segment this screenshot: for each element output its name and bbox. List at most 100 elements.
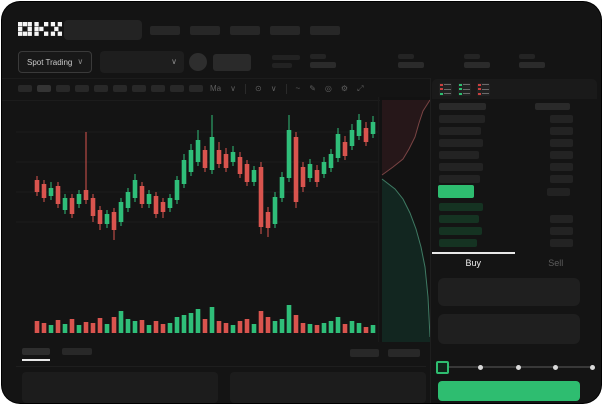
timeframe-slot[interactable] (94, 85, 108, 92)
ask-price-bar (439, 127, 481, 135)
timeframe-slot[interactable] (132, 85, 146, 92)
bottom-chip-1[interactable] (350, 349, 379, 357)
stat-value (310, 62, 336, 68)
nav-item[interactable] (310, 26, 340, 35)
divider (285, 83, 287, 94)
ask-price-bar (439, 151, 479, 159)
ask-price-bar (439, 115, 485, 123)
orderbook-header-right (535, 103, 570, 110)
orderbook-ask-row[interactable] (439, 151, 573, 159)
depth-chart[interactable] (380, 97, 431, 342)
bid-size-bar (550, 215, 573, 223)
nav-item[interactable] (270, 26, 300, 35)
camera-icon[interactable]: ◎ (324, 84, 332, 93)
market-type-label: Spot Trading (27, 57, 73, 67)
bid-price-bar (439, 227, 482, 235)
divider (430, 78, 431, 403)
amount-field[interactable] (438, 314, 580, 344)
orderbook-ask-row[interactable] (439, 139, 573, 147)
ask-size-bar (550, 151, 573, 159)
stat-label (310, 54, 326, 59)
timeframe-slot[interactable] (18, 85, 32, 92)
bottom-tab-2[interactable] (62, 348, 92, 355)
chevron-down-icon: ∨ (171, 57, 177, 66)
ask-price-bar (439, 175, 480, 183)
ask-size-bar (550, 163, 573, 171)
orderbook-toolbar (432, 79, 597, 99)
divider (378, 97, 379, 342)
orderbook-header-left (439, 103, 486, 110)
timeframe-slot[interactable] (170, 85, 184, 92)
avatar[interactable] (189, 53, 207, 71)
line-style-icon[interactable]: ~ (295, 84, 301, 93)
orderbook-bid-row[interactable] (439, 239, 573, 247)
ask-size-bar (550, 115, 573, 123)
header-action-button[interactable] (213, 54, 251, 71)
draw-pencil-icon[interactable]: ✎ (309, 84, 316, 93)
timeframe-slot[interactable] (75, 85, 89, 92)
tab-buy[interactable]: Buy (432, 252, 515, 272)
ask-price-bar (439, 139, 483, 147)
bid-price-bar (439, 203, 483, 211)
volume-chart (16, 295, 378, 337)
timeframe-slot[interactable] (151, 85, 165, 92)
orderbook-both-icon[interactable] (439, 82, 452, 96)
price-field[interactable] (438, 278, 580, 306)
orderbook-ask-row[interactable] (439, 115, 573, 123)
bid-size-bar (550, 227, 573, 235)
ask-size-bar (550, 139, 573, 147)
candlestick-chart[interactable] (16, 97, 378, 293)
nav-item[interactable] (190, 26, 220, 35)
slider-stop[interactable] (478, 365, 484, 370)
nav-item[interactable] (150, 26, 180, 35)
bid-price-bar (439, 215, 479, 223)
ask-size-bar (550, 175, 573, 183)
stat-value (464, 62, 490, 68)
okx-logo-icon[interactable]: OKX (18, 22, 62, 42)
search-input[interactable] (64, 20, 142, 40)
timeframe-slot[interactable] (37, 85, 51, 92)
orderbook-price-row-size (547, 188, 570, 196)
chart-tool-icons: Ma ∨ ⊙ ∨ ~ ✎ ◎ ⚙ ⤢ (210, 78, 363, 99)
timeframe-slot[interactable] (113, 85, 127, 92)
bottom-tab-1[interactable] (22, 348, 50, 355)
slider-stop[interactable] (515, 365, 521, 370)
stat-label (398, 54, 414, 59)
stat-value (519, 62, 545, 68)
market-type-select[interactable]: Spot Trading ∨ (18, 51, 93, 73)
slider-stop[interactable] (552, 365, 558, 370)
timeframe-slot[interactable] (56, 85, 70, 92)
nav-item[interactable] (230, 26, 260, 35)
orderbook-ask-row[interactable] (439, 163, 573, 171)
bid-price-bar (439, 239, 477, 247)
orderbook-bid-row[interactable] (439, 203, 573, 211)
history-panel (230, 372, 426, 403)
tab-sell[interactable]: Sell (548, 258, 564, 268)
orderbook-bid-row[interactable] (439, 215, 573, 223)
timeframe-slot[interactable] (189, 85, 203, 92)
chart-toolbar (2, 78, 430, 101)
orderbook-bid-row[interactable] (439, 227, 573, 235)
orders-panel (22, 372, 218, 403)
slider-stop[interactable] (590, 365, 595, 370)
chevron-down-icon[interactable]: ∨ (230, 84, 236, 93)
last-price-badge[interactable] (438, 185, 474, 198)
header-caption-line-2 (272, 63, 292, 68)
orderbook-ask-row[interactable] (439, 127, 573, 135)
orderbook-ask-row[interactable] (439, 175, 573, 183)
chevron-down-icon[interactable]: ∨ (270, 84, 277, 93)
orderbook-bids-icon[interactable] (458, 82, 471, 96)
fullscreen-icon[interactable]: ⤢ (357, 83, 364, 93)
divider (16, 366, 426, 367)
settings-gear-icon[interactable]: ⚙ (340, 84, 349, 93)
stat-label (464, 54, 480, 59)
orderbook-asks-icon[interactable] (477, 82, 490, 96)
slider-handle[interactable] (436, 361, 449, 374)
indicator-ma-icon[interactable]: Ma (210, 84, 222, 93)
interval-icon[interactable]: ⊙ (254, 84, 262, 93)
buy-submit-button[interactable] (438, 381, 580, 401)
bottom-chip-2[interactable] (388, 349, 420, 357)
stat-label (519, 54, 535, 59)
pair-select[interactable]: ∨ (100, 51, 184, 73)
